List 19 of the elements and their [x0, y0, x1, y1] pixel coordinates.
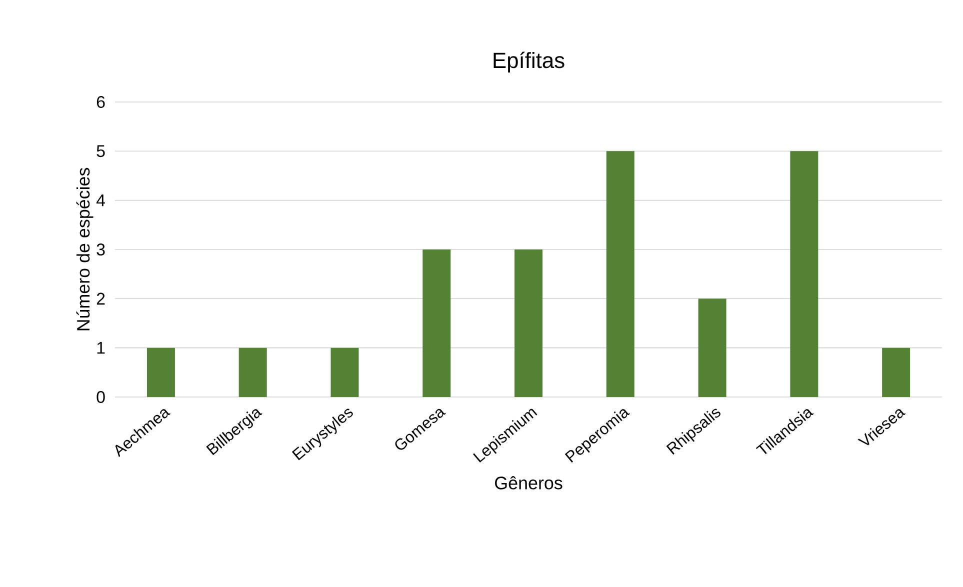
x-axis-title: Gêneros: [495, 476, 562, 490]
bar: [238, 348, 267, 397]
bar: [606, 151, 634, 397]
bar: [882, 348, 910, 397]
y-tick-label: 3: [96, 243, 105, 256]
bar: [422, 249, 451, 397]
bar: [330, 348, 359, 397]
y-tick-label: 5: [96, 145, 105, 158]
chart-title: Epífitas: [494, 52, 564, 72]
y-tick-label: 2: [96, 292, 105, 305]
y-tick-label: 4: [96, 194, 105, 206]
y-tick-label: 1: [97, 342, 105, 354]
bar: [790, 151, 818, 397]
bar: [146, 348, 175, 397]
bar: [698, 298, 726, 397]
y-axis-title: Número de espécies: [76, 168, 94, 330]
y-tick-label: 6: [96, 96, 105, 108]
y-tick-label: 0: [96, 390, 105, 403]
bar: [514, 249, 543, 397]
